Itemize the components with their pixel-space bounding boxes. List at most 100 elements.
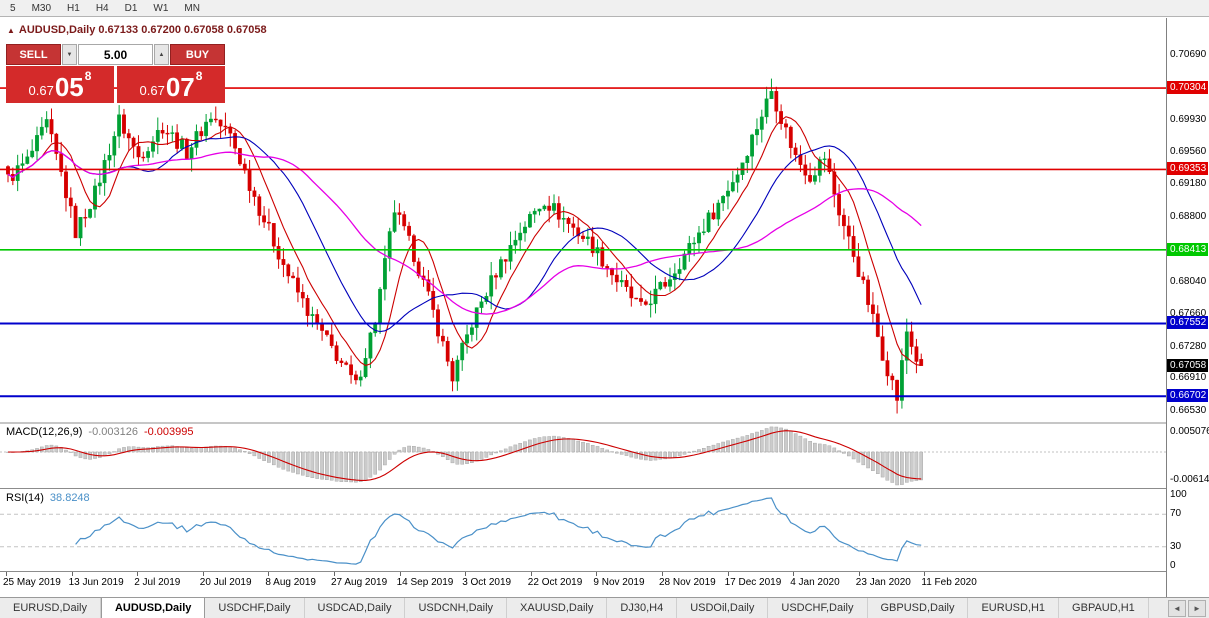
- chart-tab-eurusd-h1[interactable]: EURUSD,H1: [968, 598, 1060, 618]
- time-axis-tick: [202, 572, 204, 576]
- chart-tab-usdcad-daily[interactable]: USDCAD,Daily: [305, 598, 406, 618]
- timeframe-buttons: 5 M30 H1 H4 D1 W1 MN: [2, 2, 208, 15]
- time-axis-tick: [268, 572, 270, 576]
- time-axis-tick: [71, 572, 73, 576]
- price-axis-tick: 0.68040: [1170, 275, 1207, 287]
- tabs-scroll-right-icon[interactable]: ►: [1188, 599, 1206, 617]
- buy-price-display[interactable]: 0.67 07 8: [117, 66, 225, 103]
- rsi-axis-tick: 30: [1170, 540, 1182, 552]
- chart-tab-xauusd-daily[interactable]: XAUUSD,Daily: [507, 598, 608, 618]
- rsi-indicator-label: RSI(14) 38.8248: [6, 492, 90, 504]
- chart-canvas[interactable]: [0, 18, 1166, 597]
- price-axis-tick: 0.66530: [1170, 404, 1207, 416]
- time-axis-label: 11 Feb 2020: [921, 577, 977, 588]
- chart-tab-bar: EURUSD,Daily AUDUSD,Daily USDCHF,Daily USDC…: [0, 597, 1209, 618]
- time-axis-tick: [399, 572, 401, 576]
- timeframe-button-5[interactable]: 5: [10, 2, 16, 14]
- macd-main-value: -0.003126: [88, 426, 138, 438]
- price-axis[interactable]: 0.70690 0.69930 0.69560 0.69180 0.68800 0.680…: [1166, 18, 1209, 597]
- horizontal-level-lines[interactable]: [0, 87, 1166, 398]
- one-click-trading-panel: SELL ▼ ▲ BUY 0.67 05 8 0.67 07 8: [6, 44, 225, 103]
- timeframe-button-d1[interactable]: D1: [124, 2, 138, 14]
- chart-tab-usdchf-daily[interactable]: USDCHF,Daily: [768, 598, 868, 618]
- chart-symbol-ohlc: ▲ AUDUSD,Daily 0.67133 0.67200 0.67058 0.…: [7, 24, 267, 36]
- time-axis-tick: [662, 572, 663, 576]
- chart-icon: ▲: [7, 26, 15, 35]
- timeframe-button-h4[interactable]: H4: [95, 2, 109, 14]
- macd-name: MACD(12,26,9): [6, 426, 83, 438]
- time-axis-tick: [465, 572, 467, 576]
- trade-controls-row: SELL ▼ ▲ BUY: [6, 44, 225, 65]
- macd-indicator-label: MACD(12,26,9) -0.003126 -0.003995: [6, 426, 194, 438]
- price-level-tag: 0.66702: [1167, 389, 1208, 403]
- price-level-tag: 0.70304: [1167, 81, 1208, 95]
- macd-axis-min: -0.006148: [1170, 474, 1209, 485]
- time-axis-tick: [596, 572, 598, 576]
- rsi-axis-tick: 100: [1170, 489, 1187, 500]
- time-axis-tick: [6, 572, 7, 576]
- buy-price-pip-digit: 8: [195, 69, 203, 83]
- price-axis-tick: 0.69930: [1170, 114, 1207, 126]
- time-axis-tick: [858, 572, 860, 576]
- time-axis[interactable]: 25 May 2019 13 Jun 2019 2 Jul 2019 20 Jul 2…: [0, 572, 1166, 597]
- timeframe-button-mn[interactable]: MN: [184, 2, 200, 14]
- symbol-ohlc-text: AUDUSD,Daily 0.67133 0.67200 0.67058 0.6…: [18, 24, 267, 36]
- chart-tabs: EURUSD,Daily AUDUSD,Daily USDCHF,Daily USDC…: [0, 598, 1165, 618]
- time-axis-label: 4 Jan 2020: [790, 577, 840, 588]
- timeframe-button-h1[interactable]: H1: [67, 2, 80, 14]
- price-level-tag: 0.69353: [1167, 162, 1208, 176]
- current-price-tag: 0.67058: [1167, 358, 1208, 372]
- moving-average-8: [7, 116, 922, 367]
- sell-price-display[interactable]: 0.67 05 8: [6, 66, 114, 103]
- price-axis-tick: 0.68800: [1170, 210, 1207, 222]
- chart-tab-usdoil-daily[interactable]: USDOil,Daily: [677, 598, 769, 618]
- time-axis-label: 23 Jan 2020: [855, 577, 911, 588]
- timeframe-button-w1[interactable]: W1: [153, 2, 169, 14]
- rsi-line: [75, 497, 922, 565]
- buy-price-big-digits: 07: [165, 72, 195, 102]
- trade-prices-row: 0.67 05 8 0.67 07 8: [6, 66, 225, 103]
- time-axis-label: 2 Jul 2019: [134, 577, 181, 588]
- sell-price-prefix: 0.67: [28, 83, 54, 98]
- price-axis-tick: 0.69180: [1170, 178, 1207, 190]
- price-level-tag: 0.67552: [1167, 316, 1208, 330]
- price-axis-tick: 0.67660: [1170, 308, 1207, 320]
- macd-axis-max: 0.005076: [1170, 426, 1209, 437]
- price-level-tag: 0.68413: [1167, 242, 1208, 256]
- volume-increase-button[interactable]: ▲: [154, 44, 169, 65]
- sell-price-big-digits: 05: [54, 72, 84, 102]
- moving-average-40: [7, 150, 922, 315]
- chart-tab-usdchf-daily[interactable]: USDCHF,Daily: [205, 598, 305, 618]
- time-axis-label: 27 Aug 2019: [331, 577, 388, 588]
- time-axis-label: 13 Jun 2019: [68, 577, 124, 588]
- time-axis-label: 28 Nov 2019: [659, 577, 716, 588]
- sell-button[interactable]: SELL: [6, 44, 61, 65]
- time-axis-tick: [334, 572, 335, 576]
- volume-decrease-button[interactable]: ▼: [62, 44, 77, 65]
- rsi-name: RSI(14): [6, 492, 44, 504]
- chart-tab-gbpusd-daily[interactable]: GBPUSD,Daily: [868, 598, 969, 618]
- chart-tab-eurusd-daily[interactable]: EURUSD,Daily: [0, 598, 101, 618]
- chart-tab-usdcnh-daily[interactable]: USDCNH,Daily: [405, 598, 508, 618]
- buy-button[interactable]: BUY: [170, 44, 225, 65]
- chart-window: ▲ AUDUSD,Daily 0.67133 0.67200 0.67058 0.…: [0, 18, 1209, 597]
- time-axis-label: 25 May 2019: [3, 577, 61, 588]
- rsi-axis-tick: 0: [1170, 560, 1176, 571]
- price-axis-tick: 0.66910: [1170, 372, 1207, 384]
- rsi-value: 38.8248: [49, 492, 90, 504]
- time-axis-label: 9 Nov 2019: [593, 577, 645, 588]
- chart-tab-audusd-daily[interactable]: AUDUSD,Daily: [100, 598, 206, 618]
- chart-tab-dj30-h4[interactable]: DJ30,H4: [607, 598, 678, 618]
- time-axis-tick: [924, 572, 926, 576]
- price-axis-tick: 0.69560: [1170, 145, 1207, 157]
- rsi-axis-tick: 70: [1170, 508, 1182, 520]
- tabs-scroll-left-icon[interactable]: ◄: [1168, 599, 1186, 617]
- time-axis-label: 3 Oct 2019: [462, 577, 512, 588]
- timeframe-button-m30[interactable]: M30: [31, 2, 52, 14]
- tab-scroll-controls: ◄ ►: [1165, 598, 1209, 618]
- chart-tab-gbpaud-h1[interactable]: GBPAUD,H1: [1059, 598, 1149, 618]
- candles: [6, 78, 924, 414]
- volume-input[interactable]: [78, 44, 153, 65]
- time-axis-label: 8 Aug 2019: [265, 577, 316, 588]
